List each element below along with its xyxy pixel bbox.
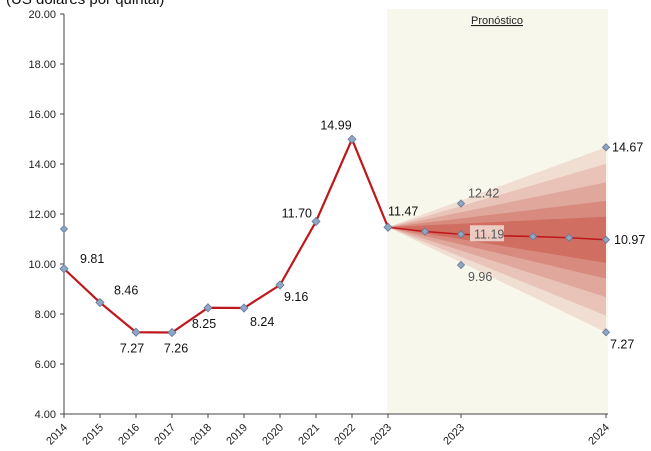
x-tick-label: 2014 bbox=[44, 422, 70, 448]
forecast-mid-2024-label: 10.97 bbox=[614, 233, 645, 247]
historical-data-label: 9.16 bbox=[284, 290, 308, 304]
x-tick-label: 2018 bbox=[188, 422, 214, 448]
extra-marker-2014 bbox=[59, 224, 69, 234]
forecast-marker bbox=[528, 232, 538, 241]
x-tick-label: 2022 bbox=[332, 422, 358, 448]
historical-data-label: 14.99 bbox=[320, 118, 351, 132]
historical-data-label: 7.26 bbox=[164, 342, 188, 356]
forecast-lower-2024-label: 7.27 bbox=[610, 337, 634, 351]
forecast-label: Pronóstico bbox=[471, 15, 523, 27]
forecast-marker bbox=[420, 227, 430, 236]
y-tick-label: 4.00 bbox=[35, 409, 56, 421]
y-tick-label: 18.00 bbox=[28, 59, 56, 71]
x-tick-label: 2015 bbox=[80, 422, 106, 448]
unit-caption: (US dólares por quintal) bbox=[6, 0, 164, 8]
forecast-region bbox=[387, 9, 608, 414]
x-tick-label: 2023 bbox=[368, 422, 394, 448]
historical-data-label: 9.81 bbox=[80, 252, 104, 266]
forecast-upper-2024-marker bbox=[601, 143, 611, 152]
forecast-marker bbox=[564, 233, 574, 242]
historical-marker bbox=[383, 222, 393, 232]
historical-data-label: 11.47 bbox=[388, 204, 418, 218]
forecast-upper-2024-label: 14.67 bbox=[612, 140, 643, 154]
y-tick-label: 14.00 bbox=[28, 159, 56, 171]
historical-marker bbox=[275, 280, 285, 290]
forecast-marker bbox=[601, 235, 611, 244]
x-tick-label: 2016 bbox=[116, 422, 142, 448]
historical-data-label: 7.27 bbox=[120, 341, 144, 355]
historical-marker bbox=[95, 297, 105, 308]
forecast-lower-2023-marker bbox=[456, 260, 466, 270]
forecast-lower-2024-marker bbox=[601, 328, 611, 337]
forecast-lower-2023-label: 9.96 bbox=[468, 270, 492, 284]
forecast-upper-2023-marker bbox=[456, 199, 466, 208]
historical-marker bbox=[347, 134, 357, 144]
historical-marker bbox=[167, 327, 177, 338]
historical-marker bbox=[239, 303, 249, 313]
historical-marker bbox=[131, 327, 141, 337]
x-tick-label: 2019 bbox=[224, 422, 250, 448]
forecast-marker bbox=[456, 230, 466, 239]
x-tick-label: 2017 bbox=[152, 422, 178, 448]
y-tick-label: 12.00 bbox=[28, 209, 56, 221]
historical-data-label: 8.24 bbox=[250, 315, 274, 329]
historical-data-label: 8.46 bbox=[114, 284, 138, 298]
y-tick-label: 6.00 bbox=[35, 359, 56, 371]
y-tick-label: 16.00 bbox=[28, 109, 56, 121]
forecast-upper-2023-label: 12.42 bbox=[468, 187, 499, 201]
y-tick-label: 10.00 bbox=[28, 259, 56, 271]
historical-data-label: 11.70 bbox=[282, 207, 312, 221]
historical-data-label: 8.25 bbox=[192, 317, 216, 331]
x-tick-label: 2024 bbox=[586, 422, 612, 448]
forecast-mid-2023-label-bg bbox=[470, 225, 504, 242]
y-tick-label: 8.00 bbox=[35, 309, 56, 321]
x-tick-label: 2020 bbox=[260, 422, 286, 448]
historical-marker bbox=[311, 216, 321, 227]
historical-line bbox=[63, 136, 390, 334]
historical-marker bbox=[203, 303, 213, 313]
y-tick-label: 20.00 bbox=[28, 9, 56, 21]
x-tick-label: 2023 bbox=[441, 422, 467, 448]
historical-marker bbox=[59, 264, 69, 274]
x-tick-label: 2021 bbox=[296, 422, 322, 448]
forecast-mid-2023-label: 11.19 bbox=[474, 227, 504, 241]
